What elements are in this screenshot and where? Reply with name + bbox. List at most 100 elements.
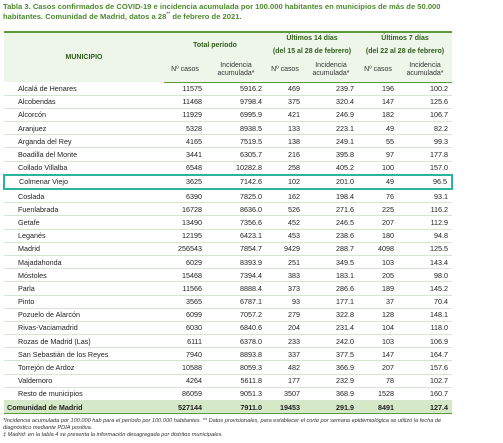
value-cell: 383 xyxy=(266,268,304,283)
value-cell: 223.1 xyxy=(304,121,359,136)
value-cell: 7394.4 xyxy=(206,268,266,283)
value-cell: 1528 xyxy=(358,387,399,402)
table-row: Valdemoro 4264 5611.8 177 232.9 78 102.7 xyxy=(4,374,453,388)
value-cell: 12195 xyxy=(164,229,206,243)
value-cell: 76 xyxy=(358,189,399,204)
header-sub: Incidencia acumulada* xyxy=(206,58,266,83)
value-cell: 453 xyxy=(266,229,304,243)
value-cell: 207 xyxy=(358,215,399,230)
value-cell: 10282.8 xyxy=(206,161,266,176)
value-cell: 177.1 xyxy=(304,295,359,309)
value-cell: 279 xyxy=(266,308,304,322)
value-cell: 82.2 xyxy=(398,121,453,136)
table-row: Alcorcón 11929 6995.9 421 246.9 182 106.7 xyxy=(4,108,453,123)
total-row: Comunidad de Madrid 527144 7911.0 19453 291.… xyxy=(4,399,453,415)
table-row: Colmenar Viejo 3625 7142.6 102 201.0 49 96.5 xyxy=(3,173,454,191)
value-cell: 377.5 xyxy=(304,347,359,362)
header-sub: Nº casos xyxy=(266,58,304,83)
value-cell: 189 xyxy=(358,281,399,296)
municipio-cell: Parla xyxy=(4,281,164,296)
value-cell: 104 xyxy=(358,321,399,336)
value-cell: 251 xyxy=(266,255,304,270)
table-row: Móstoles 15468 7394.4 383 183.1 205 98.0 xyxy=(4,268,453,283)
value-cell: 125.6 xyxy=(398,95,453,109)
value-cell: 93 xyxy=(266,295,304,309)
municipio-cell: Madrid xyxy=(4,242,164,256)
value-cell: 183.1 xyxy=(304,268,359,283)
value-cell: 288.7 xyxy=(304,242,359,256)
municipio-cell: Leganés xyxy=(4,229,164,243)
value-cell: 6030 xyxy=(164,321,206,336)
value-cell: 8888.4 xyxy=(206,281,266,296)
value-cell: 8893.8 xyxy=(206,347,266,362)
value-cell: 127.4 xyxy=(398,399,453,415)
value-cell: 469 xyxy=(266,82,304,96)
value-cell: 322.8 xyxy=(304,308,359,322)
municipio-cell: Alcobendas xyxy=(4,95,164,109)
value-cell: 19453 xyxy=(266,399,304,415)
value-cell: 4098 xyxy=(358,242,399,256)
value-cell: 7519.5 xyxy=(206,134,266,149)
value-cell: 148.1 xyxy=(398,308,453,322)
value-cell: 55 xyxy=(358,134,399,149)
table-row: Collado Villalba 6548 10282.8 258 405.2 100 15… xyxy=(4,161,453,176)
value-cell: 7911.0 xyxy=(206,399,266,415)
municipio-cell: Rozas de Madrid (Las) xyxy=(4,334,164,349)
value-cell: 6390 xyxy=(164,189,206,204)
value-cell: 100.2 xyxy=(398,82,453,96)
value-cell: 421 xyxy=(266,108,304,123)
value-cell: 231.4 xyxy=(304,321,359,336)
value-cell: 6378.0 xyxy=(206,334,266,349)
value-cell: 177 xyxy=(266,374,304,388)
title-text: Tabla 3. Casos confirmados de COVID-19 e… xyxy=(3,2,441,21)
header-sub: Incidencia acumulada* xyxy=(304,58,359,83)
value-cell: 5916.2 xyxy=(206,82,266,96)
value-cell: 6111 xyxy=(164,334,206,349)
value-cell: 6029 xyxy=(164,255,206,270)
table-row: Alcalá de Henares 11575 5916.2 469 239.7 196 1… xyxy=(4,82,453,96)
value-cell: 16728 xyxy=(164,202,206,217)
value-cell: 157.6 xyxy=(398,360,453,375)
value-cell: 366.9 xyxy=(304,360,359,375)
value-cell: 6840.6 xyxy=(206,321,266,336)
value-cell: 4165 xyxy=(164,134,206,149)
value-cell: 216 xyxy=(266,147,304,162)
table-title: Tabla 3. Casos confirmados de COVID-19 e… xyxy=(3,2,443,21)
municipio-cell: Valdemoro xyxy=(4,374,164,388)
value-cell: 102 xyxy=(266,173,304,191)
value-cell: 5328 xyxy=(164,121,206,136)
value-cell: 93.1 xyxy=(398,189,453,204)
table-row: Alcobendas 11468 9798.4 375 320.4 147 125.6 xyxy=(4,95,453,109)
value-cell: 3625 xyxy=(164,173,206,191)
table-row: Pinto 3565 6787.1 93 177.1 37 70.4 xyxy=(4,295,453,309)
value-cell: 8636.0 xyxy=(206,202,266,217)
value-cell: 9429 xyxy=(266,242,304,256)
municipio-cell: San Sebastián de los Reyes xyxy=(4,347,164,362)
value-cell: 232.9 xyxy=(304,374,359,388)
value-cell: 205 xyxy=(358,268,399,283)
municipio-cell: Aranjuez xyxy=(4,121,164,136)
value-cell: 8393.9 xyxy=(206,255,266,270)
table-row: Arganda del Rey 4165 7519.5 138 249.1 55 99.3 xyxy=(4,134,453,149)
value-cell: 3441 xyxy=(164,147,206,162)
value-cell: 4264 xyxy=(164,374,206,388)
value-cell: 116.2 xyxy=(398,202,453,217)
value-cell: 37 xyxy=(358,295,399,309)
header-sub: Nº casos xyxy=(164,58,206,83)
table-row: Parla 11566 8888.4 373 286.6 189 145.2 xyxy=(4,281,453,296)
value-cell: 7356.6 xyxy=(206,215,266,230)
value-cell: 177.8 xyxy=(398,147,453,162)
value-cell: 145.2 xyxy=(398,281,453,296)
value-cell: 256543 xyxy=(164,242,206,256)
value-cell: 157.0 xyxy=(398,161,453,176)
value-cell: 70.4 xyxy=(398,295,453,309)
municipio-cell: Arganda del Rey xyxy=(4,134,164,149)
value-cell: 482 xyxy=(266,360,304,375)
value-cell: 375 xyxy=(266,95,304,109)
municipio-cell: Pinto xyxy=(4,295,164,309)
municipio-cell: Fuenlabrada xyxy=(4,202,164,217)
value-cell: 3565 xyxy=(164,295,206,309)
value-cell: 49 xyxy=(358,173,399,191)
municipio-cell: Alcorcón xyxy=(4,108,164,123)
